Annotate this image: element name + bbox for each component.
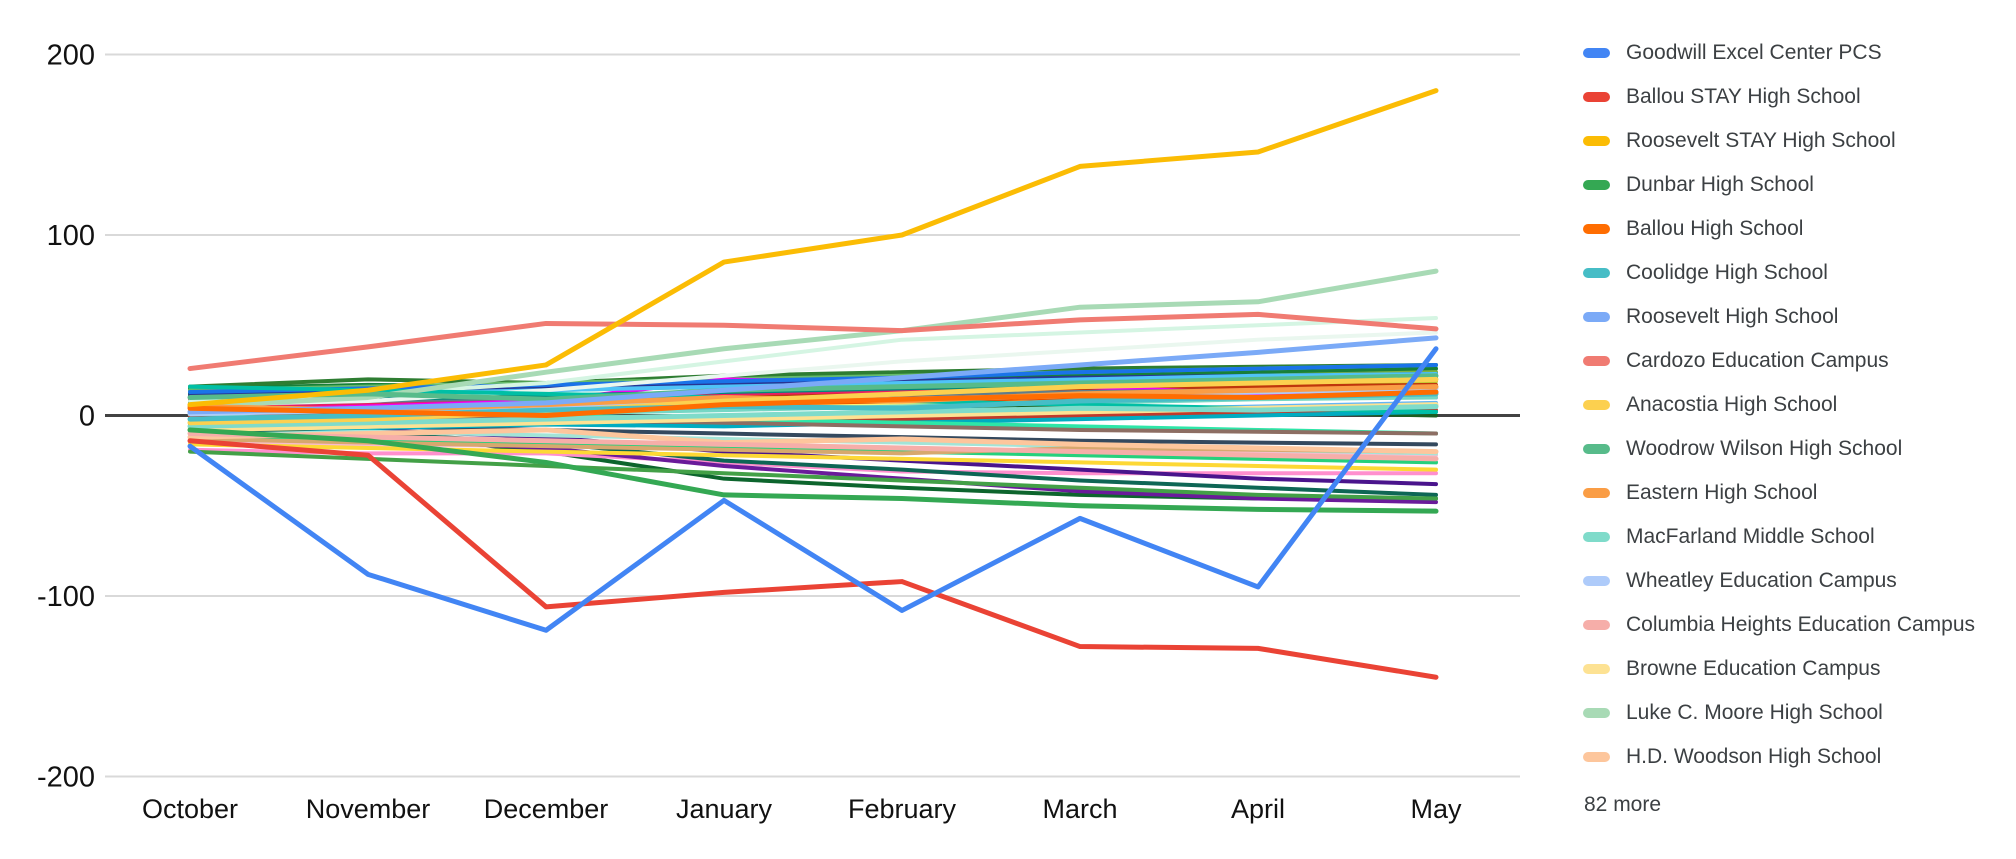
legend-item-label: Woodrow Wilson High School (1626, 437, 1903, 460)
y-axis-tick-label: 100 (47, 220, 95, 252)
series-line-unlabeled-36[interactable] (188, 330, 1438, 407)
legend-item-label: Ballou STAY High School (1626, 85, 1861, 108)
legend-item-label: Roosevelt STAY High School (1626, 129, 1896, 152)
x-axis-month-label: November (306, 794, 431, 824)
series-line-unlabeled-39[interactable] (188, 442, 1438, 472)
legend-item-label: Coolidge High School (1626, 261, 1828, 284)
legend-item-anacostia-high-school: Anacostia High School (1583, 383, 2013, 427)
legend-item-label: Dunbar High School (1626, 173, 1814, 196)
legend-item-label: Anacostia High School (1626, 393, 1838, 416)
legend-item-label: Roosevelt High School (1626, 305, 1839, 328)
x-axis-month-label: December (484, 794, 609, 824)
x-axis-month-label: March (1042, 794, 1117, 824)
legend-swatch (1583, 312, 1610, 322)
legend-item-ballou-high-school: Ballou High School (1583, 207, 2013, 251)
series-line-h-d-woodson-high-school[interactable] (187, 427, 1439, 455)
legend-item-woodrow-wilson-high-school: Woodrow Wilson High School (1583, 427, 2013, 471)
x-axis-month-label: May (1410, 794, 1462, 824)
legend-swatch (1583, 752, 1610, 762)
legend-item-label: H.D. Woodson High School (1626, 745, 1882, 768)
legend-item-columbia-heights-education-campus: Columbia Heights Education Campus (1583, 603, 2013, 647)
x-axis-month-label: October (142, 794, 238, 824)
legend-swatch (1583, 48, 1610, 58)
legend-swatch (1583, 92, 1610, 102)
legend-swatch (1583, 400, 1610, 410)
x-axis-month-label: April (1231, 794, 1285, 824)
legend-swatch (1583, 444, 1610, 454)
series-line-ballou-high-school[interactable] (187, 389, 1439, 418)
legend: Goodwill Excel Center PCS Ballou STAY Hig… (1583, 31, 2013, 817)
x-axis-month-label: February (848, 794, 957, 824)
legend-item-wheatley-education-campus: Wheatley Education Campus (1583, 559, 2013, 603)
legend-swatch (1583, 488, 1610, 498)
series-line-roosevelt-high-school[interactable] (187, 335, 1439, 415)
series-line-unlabeled-40[interactable] (188, 449, 1438, 501)
legend-item-label: Goodwill Excel Center PCS (1626, 41, 1882, 64)
legend-item-label: Columbia Heights Education Campus (1626, 613, 1976, 636)
legend-item-dunbar-high-school: Dunbar High School (1583, 163, 2013, 207)
series-line-cardozo-education-campus[interactable] (187, 311, 1439, 372)
y-axis-tick-label: 0 (79, 401, 95, 433)
legend-item-eastern-high-school: Eastern High School (1583, 471, 2013, 515)
legend-item-ballou-stay-high-school: Ballou STAY High School (1583, 75, 2013, 119)
legend-swatch (1583, 136, 1610, 146)
legend-item-goodwill-excel-center-pcs: Goodwill Excel Center PCS (1583, 31, 2013, 75)
series-line-macfarland-middle-school[interactable] (187, 403, 1439, 429)
legend-swatch (1583, 180, 1610, 190)
series-line-woodrow-wilson-high-school[interactable] (187, 373, 1439, 402)
series-line-dunbar-high-school[interactable] (187, 427, 1439, 514)
legend-item-label: Cardozo Education Campus (1626, 349, 1889, 372)
legend-swatch (1583, 268, 1610, 278)
legend-item-browne-education-campus: Browne Education Campus (1583, 647, 2013, 691)
legend-swatch (1583, 576, 1610, 586)
legend-item-label: Ballou High School (1626, 217, 1804, 240)
legend-item-coolidge-high-school: Coolidge High School (1583, 251, 2013, 295)
series-line-ballou-stay-high-school[interactable] (187, 438, 1439, 680)
legend-item-label: Eastern High School (1626, 481, 1818, 504)
legend-swatch (1583, 620, 1610, 630)
legend-item-roosevelt-high-school: Roosevelt High School (1583, 295, 2013, 339)
legend-swatch (1583, 664, 1610, 674)
more-legend-items[interactable]: 82 more (1584, 793, 1662, 816)
legend-swatch (1583, 224, 1610, 234)
series-line-anacostia-high-school[interactable] (187, 376, 1439, 426)
legend-item-h-d-woodson-high-school: H.D. Woodson High School (1583, 735, 2013, 779)
series-line-goodwill-excel-center-pcs[interactable] (187, 346, 1439, 633)
legend-swatch (1583, 532, 1610, 542)
legend-item-label: Luke C. Moore High School (1626, 701, 1883, 724)
y-axis-tick-label: -100 (37, 581, 95, 613)
series-line-unlabeled-3[interactable] (188, 362, 1438, 389)
x-axis-month-label: January (676, 794, 773, 824)
legend-item-roosevelt-stay-high-school: Roosevelt STAY High School (1583, 119, 2013, 163)
legend-item-label: MacFarland Middle School (1626, 525, 1875, 548)
legend-item-luke-c-moore-high-school: Luke C. Moore High School (1583, 691, 2013, 735)
legend-item-macfarland-middle-school: MacFarland Middle School (1583, 515, 2013, 559)
legend-swatch (1583, 356, 1610, 366)
series-line-roosevelt-stay-high-school[interactable] (187, 88, 1439, 408)
legend-swatch (1583, 708, 1610, 718)
legend-item-cardozo-education-campus: Cardozo Education Campus (1583, 339, 2013, 383)
legend-item-label: Browne Education Campus (1626, 657, 1881, 680)
y-axis-tick-label: 200 (47, 40, 95, 72)
series-line-columbia-heights-education-campus[interactable] (187, 431, 1439, 462)
legend-item-label: Wheatley Education Campus (1626, 569, 1897, 592)
y-axis-tick-label: -200 (37, 762, 95, 794)
